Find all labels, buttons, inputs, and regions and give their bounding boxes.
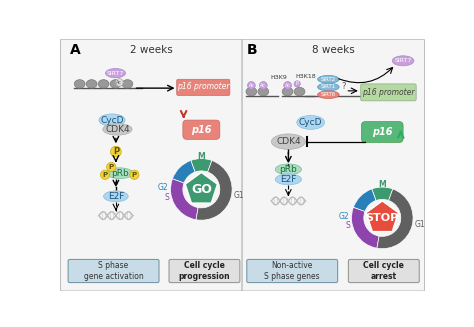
Ellipse shape (294, 87, 305, 96)
Ellipse shape (297, 115, 325, 129)
FancyBboxPatch shape (242, 39, 425, 291)
Wedge shape (171, 179, 198, 220)
Ellipse shape (275, 164, 301, 175)
Ellipse shape (106, 68, 126, 78)
Ellipse shape (282, 87, 293, 96)
Circle shape (247, 82, 255, 89)
FancyBboxPatch shape (348, 259, 419, 283)
Circle shape (284, 82, 292, 89)
Ellipse shape (74, 80, 85, 88)
Text: S: S (345, 221, 350, 230)
Ellipse shape (122, 80, 133, 88)
Text: pRb: pRb (111, 169, 128, 178)
Text: Non-active
S phase genes: Non-active S phase genes (264, 261, 320, 281)
Ellipse shape (318, 91, 339, 98)
Ellipse shape (103, 191, 128, 202)
Ellipse shape (107, 168, 133, 179)
Wedge shape (191, 159, 212, 172)
FancyBboxPatch shape (362, 122, 403, 143)
Text: P: P (109, 164, 114, 170)
Circle shape (130, 170, 139, 180)
Wedge shape (377, 189, 413, 249)
Text: P: P (296, 81, 299, 86)
Circle shape (116, 78, 123, 86)
Text: p16: p16 (191, 125, 211, 135)
FancyBboxPatch shape (247, 259, 337, 283)
FancyBboxPatch shape (61, 39, 242, 291)
Ellipse shape (99, 114, 125, 126)
Wedge shape (173, 161, 195, 183)
Text: P: P (113, 147, 119, 156)
Text: SIRT7: SIRT7 (394, 58, 412, 63)
Ellipse shape (110, 80, 121, 88)
Text: G2: G2 (158, 183, 168, 192)
Text: SIRT2: SIRT2 (321, 77, 336, 82)
Ellipse shape (258, 87, 269, 96)
Text: A: A (70, 43, 81, 57)
Polygon shape (185, 172, 218, 203)
Text: STOP: STOP (365, 213, 399, 223)
Text: M: M (378, 180, 386, 189)
Text: S phase
gene activation: S phase gene activation (84, 261, 144, 281)
Text: pRb: pRb (280, 165, 297, 174)
Text: 2 weeks: 2 weeks (130, 45, 173, 55)
Text: Cell cycle
progression: Cell cycle progression (179, 261, 230, 281)
Ellipse shape (103, 124, 132, 135)
Ellipse shape (98, 80, 109, 88)
Ellipse shape (318, 83, 339, 91)
Circle shape (294, 81, 301, 87)
Text: E2F: E2F (280, 175, 297, 184)
Text: G1: G1 (415, 219, 425, 229)
Text: CycD: CycD (100, 115, 124, 125)
Text: H3K18: H3K18 (295, 74, 316, 79)
Text: Ac: Ac (248, 83, 255, 88)
Text: Ac: Ac (285, 83, 291, 88)
FancyBboxPatch shape (68, 259, 159, 283)
FancyBboxPatch shape (361, 84, 416, 101)
Wedge shape (196, 161, 232, 220)
Circle shape (110, 146, 121, 157)
Wedge shape (372, 187, 393, 200)
Text: H3K9: H3K9 (270, 75, 287, 80)
Text: P: P (102, 172, 108, 178)
Text: p16: p16 (372, 127, 392, 137)
Ellipse shape (275, 174, 301, 185)
Text: E2F: E2F (108, 192, 124, 201)
Circle shape (259, 82, 267, 89)
Wedge shape (352, 207, 379, 248)
Text: p16 promoter: p16 promoter (362, 88, 415, 97)
Text: p16 promoter: p16 promoter (177, 82, 229, 92)
Text: SIRT1: SIRT1 (321, 84, 336, 90)
Text: GO: GO (191, 183, 212, 196)
Polygon shape (366, 201, 399, 232)
Text: SIRT7: SIRT7 (107, 71, 124, 76)
Text: Ac: Ac (117, 80, 122, 85)
Text: Cell cycle
arrest: Cell cycle arrest (364, 261, 404, 281)
Text: CDK4: CDK4 (105, 125, 130, 134)
Text: CycD: CycD (299, 118, 322, 127)
Ellipse shape (86, 80, 97, 88)
FancyBboxPatch shape (169, 259, 240, 283)
Text: G1: G1 (234, 191, 244, 200)
FancyBboxPatch shape (183, 120, 220, 139)
Text: S: S (164, 193, 169, 201)
FancyBboxPatch shape (177, 79, 230, 95)
Text: SIRT6: SIRT6 (321, 92, 336, 97)
Text: M: M (198, 152, 205, 161)
Text: G2: G2 (338, 212, 349, 221)
Text: B: B (247, 43, 257, 57)
Text: CDK4: CDK4 (276, 137, 301, 146)
Circle shape (107, 163, 116, 172)
Circle shape (100, 170, 109, 180)
Ellipse shape (272, 134, 305, 149)
Ellipse shape (318, 76, 339, 83)
Wedge shape (353, 189, 376, 212)
Text: P: P (132, 172, 137, 178)
Ellipse shape (392, 56, 414, 66)
Text: Ac: Ac (260, 83, 266, 88)
Text: ?: ? (341, 82, 346, 92)
Ellipse shape (246, 87, 257, 96)
Text: 8 weeks: 8 weeks (312, 45, 355, 55)
